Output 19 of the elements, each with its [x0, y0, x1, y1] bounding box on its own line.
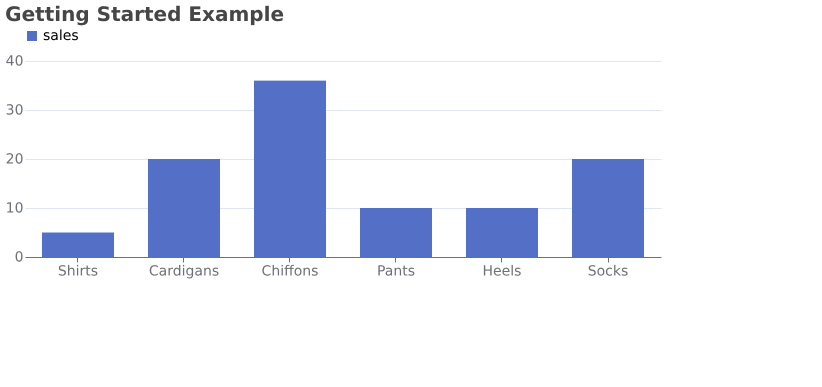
- y-tick-label: 10: [6, 200, 24, 216]
- x-tick-label: Chiffons: [262, 264, 318, 280]
- bar: [572, 159, 644, 257]
- x-tick-label: Socks: [588, 264, 628, 280]
- x-tick-label: Pants: [376, 264, 416, 280]
- bar: [360, 208, 432, 257]
- y-tick-label: 40: [6, 54, 24, 70]
- y-tick-label: 30: [6, 102, 24, 118]
- legend-label: sales: [43, 28, 79, 44]
- x-tick-label: Cardigans: [148, 264, 220, 280]
- chart-title: Getting Started Example: [5, 2, 284, 26]
- x-tick-label: Shirts: [58, 264, 98, 280]
- bar: [42, 232, 114, 257]
- bar: [148, 159, 220, 257]
- x-tick-label: Heels: [482, 264, 522, 280]
- bar: [254, 80, 326, 257]
- bar: [466, 208, 538, 257]
- y-tick-label: 20: [6, 152, 24, 168]
- y-tick-label: 0: [14, 250, 24, 266]
